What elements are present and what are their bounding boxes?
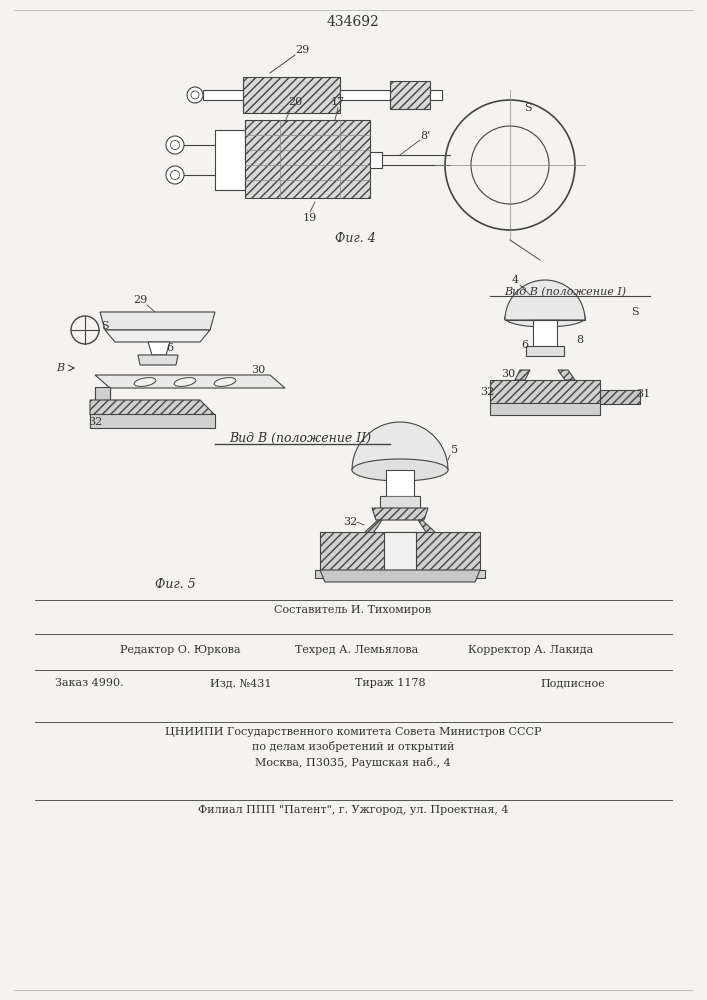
- Polygon shape: [365, 520, 382, 535]
- Text: Тираж 1178: Тираж 1178: [355, 678, 426, 688]
- Ellipse shape: [134, 378, 156, 386]
- Bar: [340, 90, 390, 100]
- Text: Составитель И. Тихомиров: Составитель И. Тихомиров: [274, 605, 431, 615]
- Circle shape: [170, 140, 180, 149]
- Polygon shape: [100, 312, 215, 330]
- Ellipse shape: [505, 309, 585, 327]
- Bar: [533, 320, 557, 348]
- Polygon shape: [105, 330, 210, 342]
- Text: 17: 17: [331, 97, 345, 107]
- Polygon shape: [148, 342, 170, 355]
- Text: Техред А. Лемьялова: Техред А. Лемьялова: [295, 645, 419, 655]
- Polygon shape: [95, 388, 110, 400]
- Bar: [380, 496, 420, 508]
- Text: 30: 30: [501, 369, 515, 379]
- Bar: [315, 570, 485, 578]
- Text: 29: 29: [133, 295, 147, 305]
- Text: Москва, П3035, Раушская наб., 4: Москва, П3035, Раушская наб., 4: [255, 756, 451, 768]
- Polygon shape: [243, 77, 340, 113]
- Text: S: S: [101, 321, 109, 331]
- Ellipse shape: [174, 378, 196, 386]
- Bar: [215, 130, 245, 190]
- Text: S: S: [524, 103, 532, 113]
- Polygon shape: [490, 380, 600, 404]
- Text: Подписное: Подписное: [540, 678, 604, 688]
- Bar: [370, 152, 382, 168]
- Polygon shape: [600, 390, 640, 404]
- Text: B: B: [56, 363, 64, 373]
- Text: Фиг. 5: Фиг. 5: [155, 578, 195, 591]
- Bar: [430, 90, 442, 100]
- Circle shape: [445, 100, 575, 230]
- Polygon shape: [418, 520, 435, 535]
- Polygon shape: [390, 81, 430, 109]
- Polygon shape: [90, 400, 215, 415]
- Bar: [203, 90, 243, 100]
- Text: 6: 6: [522, 340, 529, 350]
- Polygon shape: [320, 532, 480, 570]
- Text: 434692: 434692: [327, 15, 380, 29]
- Text: Редактор О. Юркова: Редактор О. Юркова: [120, 645, 240, 655]
- Circle shape: [191, 91, 199, 99]
- Text: 4: 4: [511, 275, 518, 285]
- Wedge shape: [352, 422, 448, 470]
- Bar: [90, 414, 215, 428]
- Text: Изд. №431: Изд. №431: [210, 678, 271, 688]
- Text: 31: 31: [636, 389, 650, 399]
- Polygon shape: [320, 570, 480, 582]
- Bar: [95, 387, 110, 400]
- Wedge shape: [505, 280, 585, 320]
- Text: 32: 32: [88, 417, 102, 427]
- Polygon shape: [515, 370, 530, 380]
- Text: по делам изобретений и открытий: по делам изобретений и открытий: [252, 742, 454, 752]
- Circle shape: [170, 170, 180, 180]
- Bar: [526, 346, 564, 356]
- Ellipse shape: [214, 378, 236, 386]
- Circle shape: [166, 166, 184, 184]
- Text: Филиал ППП "Патент", г. Ужгород, ул. Проектная, 4: Филиал ППП "Патент", г. Ужгород, ул. Про…: [198, 805, 508, 815]
- Circle shape: [71, 316, 99, 344]
- Polygon shape: [95, 375, 285, 388]
- Text: 29: 29: [295, 45, 309, 55]
- Text: 32: 32: [480, 387, 494, 397]
- Polygon shape: [245, 120, 370, 198]
- Text: S: S: [631, 307, 639, 317]
- Text: 32: 32: [343, 517, 357, 527]
- Ellipse shape: [352, 459, 448, 481]
- Text: Фиг. 4: Фиг. 4: [334, 232, 375, 244]
- Circle shape: [166, 136, 184, 154]
- Circle shape: [187, 87, 203, 103]
- Text: 8: 8: [576, 335, 583, 345]
- Text: Корректор А. Лакида: Корректор А. Лакида: [468, 645, 593, 655]
- Polygon shape: [384, 532, 416, 570]
- Text: 19: 19: [303, 213, 317, 223]
- Text: 20: 20: [288, 97, 302, 107]
- Text: Вид В (положение II): Вид В (положение II): [229, 432, 371, 444]
- Bar: [490, 403, 600, 415]
- Polygon shape: [138, 355, 178, 365]
- Polygon shape: [558, 370, 575, 380]
- Text: 6: 6: [166, 343, 173, 353]
- Bar: [386, 470, 414, 498]
- Polygon shape: [372, 508, 428, 520]
- Text: Вид В (положение I): Вид В (положение I): [504, 287, 626, 297]
- Circle shape: [471, 126, 549, 204]
- Text: Заказ 4990.: Заказ 4990.: [55, 678, 124, 688]
- Text: ЦНИИПИ Государственного комитета Совета Министров СССР: ЦНИИПИ Государственного комитета Совета …: [165, 727, 542, 737]
- Text: 5: 5: [452, 445, 459, 455]
- Text: 8': 8': [420, 131, 430, 141]
- Text: 30: 30: [251, 365, 265, 375]
